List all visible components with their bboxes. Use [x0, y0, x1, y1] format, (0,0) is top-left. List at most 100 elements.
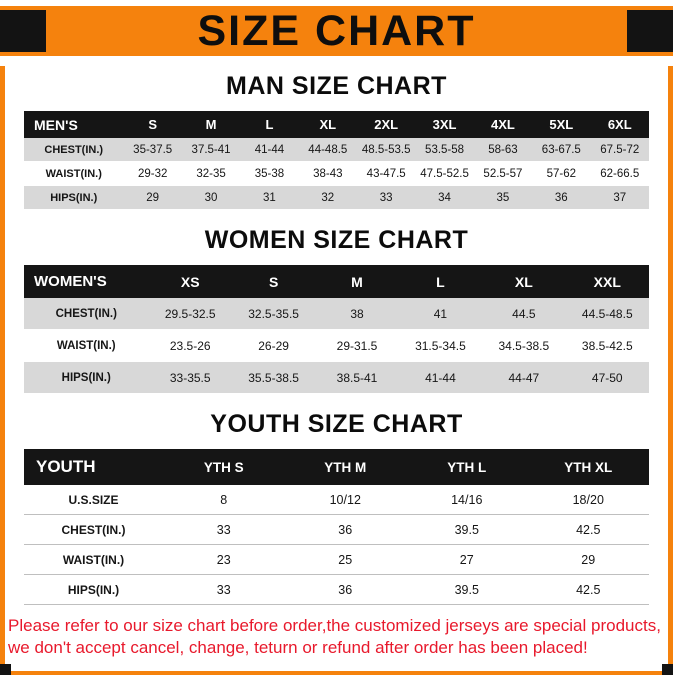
size-value: 37.5-41 [181, 138, 241, 162]
size-column-header: 3XL [415, 111, 474, 138]
man-size-chart-heading: MAN SIZE CHART [226, 72, 447, 100]
women-size-table: WOMEN'S XS S M L XL XXL CHEST(IN.) 29.5-32.5 32.5… [24, 265, 649, 394]
page-title: SIZE CHART [197, 6, 476, 55]
size-value: 31.5-34.5 [398, 329, 483, 362]
bottom-border-rail [0, 671, 673, 675]
row-label: WAIST(IN.) [24, 329, 149, 362]
size-column-header: XL [482, 265, 566, 298]
footer-note-line1: Please refer to our size chart before or… [8, 616, 661, 635]
table-header-row: YOUTH YTH S YTH M YTH L YTH XL [24, 449, 649, 485]
table-row: WAIST(IN.) 23 25 27 29 [24, 544, 649, 575]
size-value: 67.5-72 [590, 138, 649, 162]
size-value: 36 [284, 574, 406, 605]
size-value: 35-38 [240, 161, 299, 186]
size-value: 38-43 [298, 161, 357, 186]
size-value: 44.5-48.5 [565, 298, 649, 330]
youth-size-chart-section: YOUTH SIZE CHART YOUTH YTH S YTH M YTH L YTH… [0, 410, 673, 605]
size-value: 32.5-35.5 [231, 298, 316, 330]
size-value: 10/12 [284, 485, 406, 515]
size-value: 47.5-52.5 [415, 161, 474, 186]
size-value: 33 [163, 574, 285, 605]
table-corner-label: WOMEN'S [24, 265, 149, 298]
size-value: 57-62 [532, 161, 591, 186]
size-value: 32 [298, 185, 357, 210]
row-label: HIPS(IN.) [24, 185, 124, 210]
size-value: 27 [406, 544, 528, 575]
size-value: 18/20 [527, 485, 649, 515]
size-column-header: YTH XL [527, 449, 649, 485]
row-label: CHEST(IN.) [24, 138, 124, 162]
size-value: 38.5-41 [315, 361, 399, 394]
size-column-header: 6XL [590, 111, 649, 138]
size-value: 44.5 [482, 298, 566, 330]
bottom-left-corner-block [0, 664, 11, 675]
size-value: 42.5 [527, 574, 649, 605]
size-value: 43-47.5 [357, 161, 416, 186]
table-row: CHEST(IN.) 29.5-32.5 32.5-35.5 38 41 44.5 44.5… [24, 298, 649, 330]
size-value: 33 [357, 185, 416, 210]
size-value: 31 [240, 185, 299, 210]
size-value: 52.5-57 [473, 161, 533, 186]
row-label: HIPS(IN.) [24, 361, 149, 394]
size-value: 34 [415, 185, 474, 210]
table-row: HIPS(IN.) 33 36 39.5 42.5 [24, 574, 649, 605]
size-column-header: 2XL [357, 111, 416, 138]
row-label: CHEST(IN.) [24, 298, 149, 330]
size-value: 33-35.5 [148, 361, 232, 394]
size-column-header: M [315, 265, 399, 298]
size-value: 41 [398, 298, 483, 330]
row-label: WAIST(IN.) [24, 161, 124, 186]
size-value: 23.5-26 [148, 329, 232, 362]
banner-corner-block-left [0, 10, 46, 52]
size-value: 44-47 [482, 361, 566, 394]
size-value: 34.5-38.5 [482, 329, 566, 362]
size-value: 38 [315, 298, 399, 330]
table-row: WAIST(IN.) 23.5-26 26-29 29-31.5 31.5-34.5 34… [24, 329, 649, 362]
size-value: 35-37.5 [123, 138, 182, 162]
size-chart-page: SIZE CHART MAN SIZE CHART MEN'S S M L XL 2XL 3… [0, 6, 673, 675]
size-column-header: YTH S [163, 449, 285, 485]
size-value: 36 [532, 185, 591, 210]
size-value: 14/16 [406, 485, 528, 515]
size-value: 30 [181, 185, 241, 210]
row-label: WAIST(IN.) [24, 544, 163, 575]
man-size-chart-section: MAN SIZE CHART MEN'S S M L XL 2XL 3XL 4XL 5XL 6XL… [0, 72, 673, 210]
size-value: 48.5-53.5 [357, 138, 416, 162]
size-value: 25 [284, 544, 406, 575]
size-value: 47-50 [565, 361, 649, 394]
size-value: 41-44 [240, 138, 299, 162]
table-row: HIPS(IN.) 29 30 31 32 33 34 35 36 37 [24, 185, 649, 210]
footer-note-line2: we don't accept cancel, change, teturn o… [8, 638, 588, 658]
right-border-rail [668, 66, 673, 672]
left-border-rail [0, 66, 5, 672]
size-column-header: S [231, 265, 316, 298]
size-value: 58-63 [473, 138, 533, 162]
size-column-header: XS [148, 265, 232, 298]
size-column-header: L [240, 111, 299, 138]
bottom-right-corner-block [662, 664, 673, 675]
table-row: CHEST(IN.) 35-37.5 37.5-41 41-44 44-48.5 48.5… [24, 138, 649, 162]
row-label: HIPS(IN.) [24, 574, 163, 605]
size-value: 26-29 [231, 329, 316, 362]
size-value: 35 [473, 185, 533, 210]
size-column-header: XXL [565, 265, 649, 298]
size-column-header: S [123, 111, 182, 138]
size-column-header: XL [298, 111, 357, 138]
size-value: 62-66.5 [590, 161, 649, 186]
footer-note: Please refer to our size chart before or… [8, 615, 673, 660]
man-size-table: MEN'S S M L XL 2XL 3XL 4XL 5XL 6XL CHEST(IN.) 35-37… [24, 111, 649, 210]
row-label: U.S.SIZE [24, 485, 163, 515]
size-value: 39.5 [406, 574, 528, 605]
size-column-header: 5XL [532, 111, 591, 138]
size-value: 32-35 [181, 161, 241, 186]
table-header-row: WOMEN'S XS S M L XL XXL [24, 265, 649, 298]
size-value: 29 [527, 544, 649, 575]
size-value: 29.5-32.5 [148, 298, 232, 330]
size-value: 23 [163, 544, 285, 575]
women-size-chart-heading: WOMEN SIZE CHART [204, 226, 469, 254]
women-size-chart-section: WOMEN SIZE CHART WOMEN'S XS S M L XL XXL CHEST(… [0, 226, 673, 394]
table-row: U.S.SIZE 8 10/12 14/16 18/20 [24, 485, 649, 515]
table-row: HIPS(IN.) 33-35.5 35.5-38.5 38.5-41 41-44 44-… [24, 361, 649, 394]
size-column-header: YTH M [284, 449, 406, 485]
size-value: 29-32 [123, 161, 182, 186]
